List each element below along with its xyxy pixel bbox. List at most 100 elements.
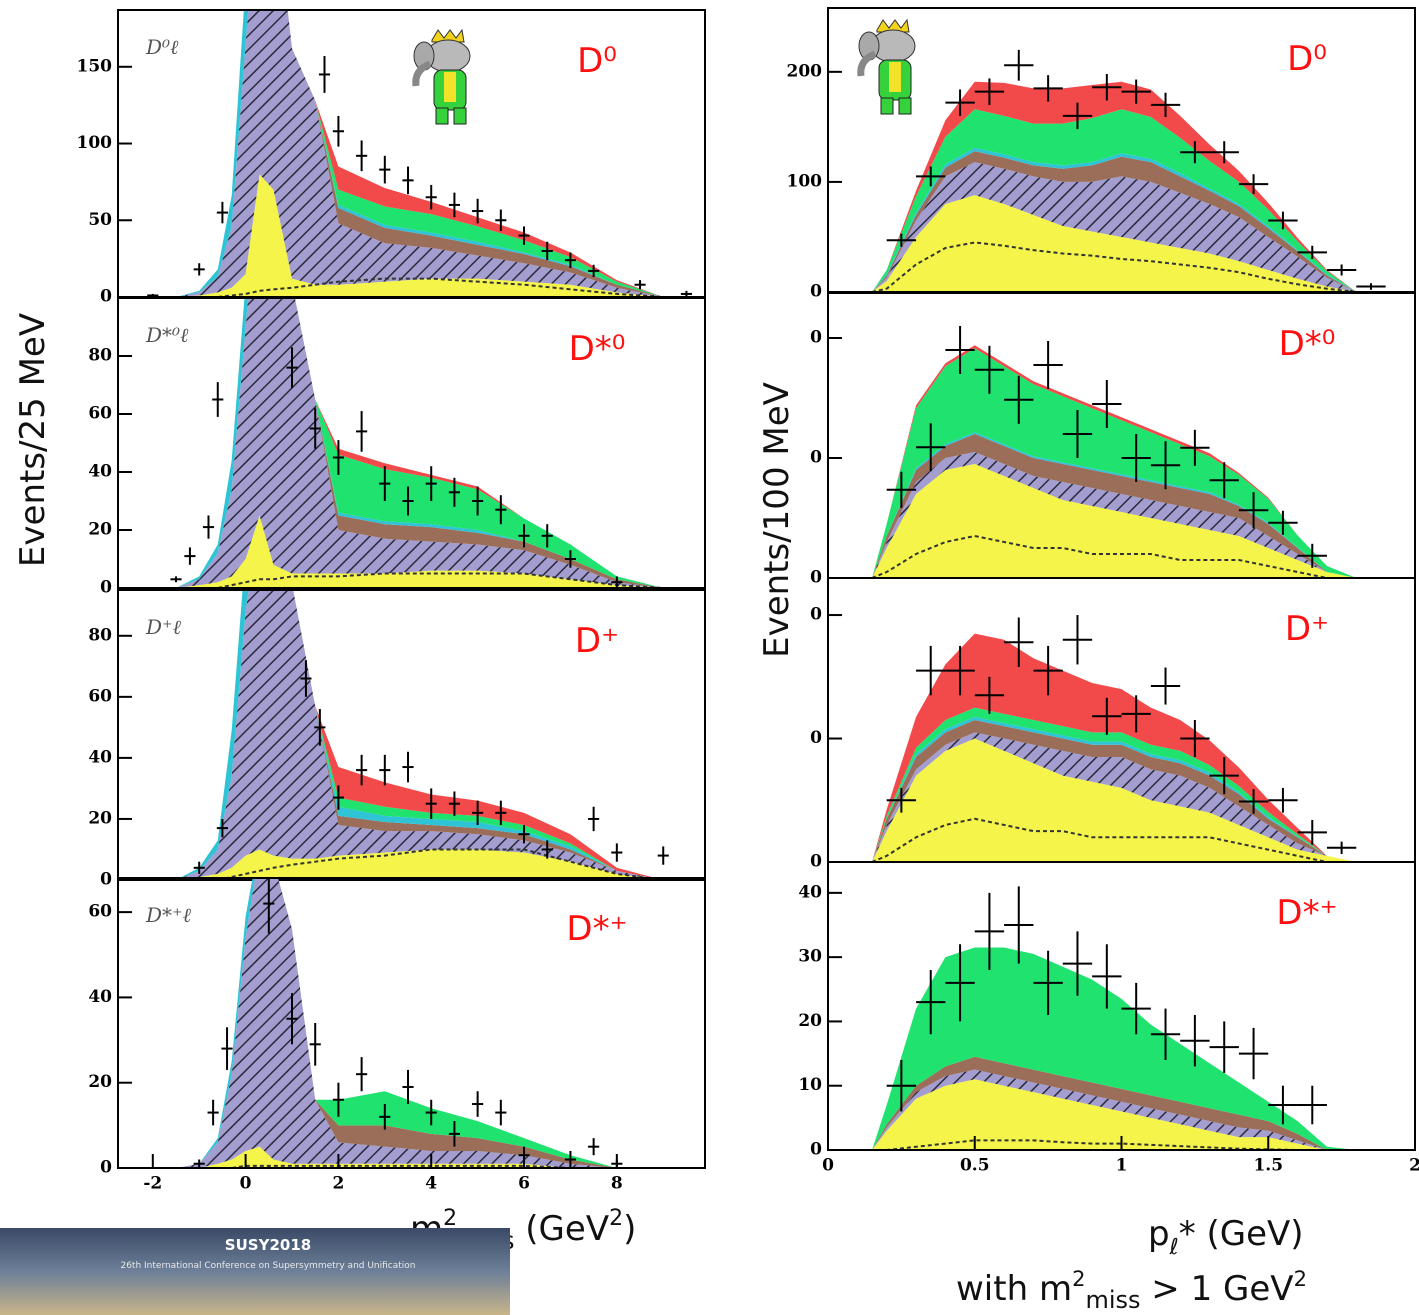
panel-label: D*⁰ℓ bbox=[145, 323, 189, 347]
plot-area bbox=[170, 298, 664, 588]
y-tick-label: 10 bbox=[798, 1075, 822, 1095]
stacked-area bbox=[176, 10, 664, 297]
stacked-area bbox=[872, 1079, 1357, 1150]
panel: 0 20 40 60 80 D⁺ℓ D⁺ bbox=[88, 589, 706, 890]
plot-area bbox=[176, 590, 669, 880]
y-tick-label: 60 bbox=[88, 404, 112, 424]
panel-title: D⁰ bbox=[1287, 39, 1327, 79]
y-tick-label: 0 bbox=[100, 1158, 112, 1178]
plot-area bbox=[872, 886, 1357, 1150]
stacked-area bbox=[872, 348, 1357, 578]
stacked-area bbox=[872, 195, 1357, 292]
stacked-area bbox=[872, 947, 1357, 1150]
panel-label: D⁰ℓ bbox=[145, 35, 179, 59]
banner-subtitle: 26th International Conference on Supersy… bbox=[120, 1261, 415, 1271]
panel: 0 10 20 30 40 0 0.5 1 1.5 2 D*⁺ bbox=[798, 861, 1419, 1176]
stacked-area bbox=[176, 849, 664, 880]
x-tick-label: -2 bbox=[143, 1174, 162, 1194]
stacked-area bbox=[872, 738, 1357, 862]
y-tick-label: 150 bbox=[77, 56, 113, 76]
plot-area bbox=[871, 49, 1386, 292]
y-tick-label: 40 bbox=[798, 882, 822, 902]
x-tick-label: 2 bbox=[332, 1174, 344, 1194]
logo-elephant bbox=[412, 28, 471, 125]
y-tick-label: 20 bbox=[88, 520, 112, 540]
y-tick-label: 80 bbox=[88, 625, 112, 645]
y-tick-label: 0 bbox=[100, 870, 112, 890]
y-tick-label: 100 bbox=[77, 133, 113, 153]
panel-label: D⁺ℓ bbox=[145, 615, 182, 639]
panel: 0 20 40 60 80 D*⁰ℓ D*⁰ bbox=[88, 297, 706, 598]
frame bbox=[117, 589, 706, 881]
y-tick-label: 80 bbox=[88, 346, 112, 366]
stacked-area bbox=[872, 1056, 1357, 1150]
stacked-area bbox=[176, 590, 664, 880]
y-tick-label: 40 bbox=[88, 462, 112, 482]
y-axis-label: Events/100 MeV bbox=[757, 382, 797, 658]
y-tick-label: 200 bbox=[787, 61, 823, 81]
stacked-area bbox=[176, 174, 664, 297]
y-tick-label: 0 bbox=[810, 852, 822, 872]
stacked-area bbox=[176, 298, 664, 588]
stacked-area bbox=[176, 298, 664, 588]
stacked-area bbox=[176, 878, 664, 1168]
panel-title: D*⁺ bbox=[1276, 893, 1337, 933]
panel-title: D⁺ bbox=[575, 621, 619, 661]
y-tick-label: 20 bbox=[798, 1011, 822, 1031]
dashed-line bbox=[871, 534, 1357, 578]
y-tick-label: 40 bbox=[88, 987, 112, 1007]
stacked-area bbox=[872, 707, 1357, 862]
y-tick-label: 60 bbox=[88, 686, 112, 706]
dashed-line bbox=[176, 572, 664, 588]
x-tick-label: 6 bbox=[518, 1174, 530, 1194]
panel: 0 0 0 D⁺ bbox=[810, 577, 1416, 872]
panel-title: D*⁺ bbox=[566, 909, 627, 949]
x-tick-label: 1.5 bbox=[1253, 1156, 1283, 1176]
y-tick-label: 50 bbox=[88, 210, 112, 230]
y-tick-label: 40 bbox=[88, 747, 112, 767]
x-axis-note: with m2miss > 1 GeV2 bbox=[956, 1267, 1307, 1314]
y-tick-label: 0 bbox=[100, 578, 112, 598]
y-tick-label: 0 bbox=[810, 568, 822, 588]
x-tick-label: 4 bbox=[425, 1174, 437, 1194]
plot-area bbox=[871, 326, 1357, 578]
plot-area bbox=[176, 878, 664, 1168]
y-tick-label: 0 bbox=[810, 1140, 822, 1160]
plot-area bbox=[871, 615, 1357, 862]
panel: 0 50 100 150 D⁰ℓ D⁰ bbox=[77, 9, 706, 307]
stacked-area bbox=[872, 464, 1357, 578]
stacked-area bbox=[872, 109, 1357, 292]
panel-title: D*⁰ bbox=[1279, 324, 1336, 364]
plot-area bbox=[147, 10, 693, 297]
y-tick-label: 0 bbox=[810, 328, 822, 348]
x-tick-label: 2 bbox=[1409, 1156, 1419, 1176]
panel-title: D*⁰ bbox=[569, 329, 626, 369]
stacked-area bbox=[176, 10, 664, 297]
y-tick-label: 20 bbox=[88, 1072, 112, 1092]
panel-title: D⁺ bbox=[1285, 609, 1329, 649]
stacked-area bbox=[872, 162, 1357, 292]
y-tick-label: 30 bbox=[798, 947, 822, 967]
banner: SUSY2018 26th International Conference o… bbox=[0, 1228, 510, 1315]
x-tick-label: 0 bbox=[240, 1174, 252, 1194]
x-tick-label: 0 bbox=[822, 1156, 834, 1176]
stacked-area bbox=[176, 590, 664, 880]
stacked-area bbox=[872, 1069, 1357, 1150]
x-axis-label: pℓ* (GeV) bbox=[1148, 1214, 1304, 1260]
dashed-line bbox=[176, 277, 664, 297]
banner-title: SUSY2018 bbox=[225, 1236, 311, 1254]
stacked-area bbox=[176, 878, 664, 1168]
dashed-line bbox=[871, 817, 1357, 862]
frame bbox=[117, 297, 706, 589]
y-tick-label: 60 bbox=[88, 902, 112, 922]
stacked-area bbox=[176, 515, 664, 588]
y-tick-label: 20 bbox=[88, 808, 112, 828]
stacked-area bbox=[872, 720, 1357, 862]
panel-label: D*⁺ℓ bbox=[145, 903, 192, 927]
x-tick-label: 0.5 bbox=[960, 1156, 990, 1176]
y-tick-label: 0 bbox=[810, 728, 822, 748]
frame bbox=[117, 877, 706, 1169]
panel: 0 0 0 D*⁰ bbox=[810, 292, 1416, 588]
